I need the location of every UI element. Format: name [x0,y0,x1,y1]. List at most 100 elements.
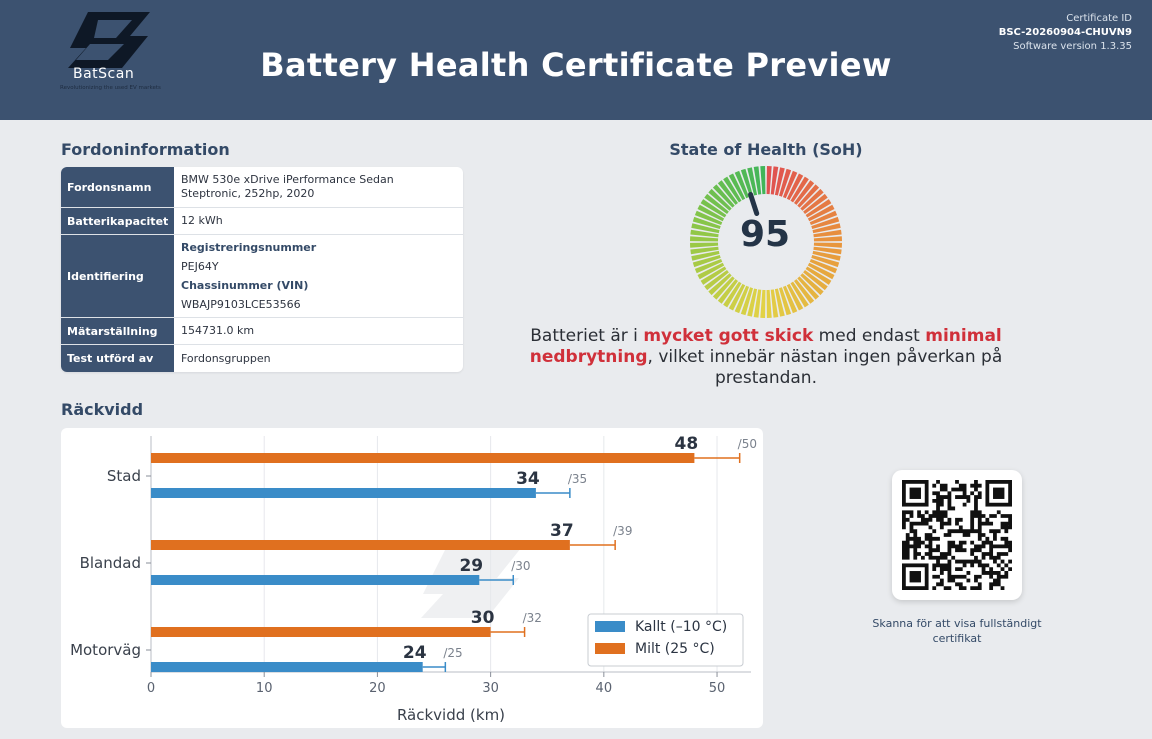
soh-text-part: Batteriet är i [530,326,644,346]
legend-swatch [595,621,625,632]
gauge-segment [813,246,842,255]
gauge-segment [760,166,766,195]
bar [151,453,695,463]
gauge-segment [712,184,735,208]
gauge-segment [692,254,721,268]
x-tick-label: 10 [256,681,273,696]
vin-label: Chassinummer (VIN) [181,278,309,292]
table-row: Fordonsnamn BMW 530e xDrive iPerformance… [61,167,463,208]
gauge-segment [807,204,835,222]
data-label: 34 [516,469,540,489]
vehicle-info-title: Fordoninformation [61,140,230,159]
gauge-segment [692,216,721,230]
gauge-segment [690,246,719,255]
gauge-segment [740,287,754,316]
gauge-segment [740,168,754,197]
gauge-segment [700,266,727,285]
qr-finder-core [909,487,921,499]
soh-title: State of Health (SoH) [669,140,863,159]
gauge-segment [800,273,824,296]
gauge-segment [691,250,720,261]
x-tick-label: 30 [482,681,499,696]
soh-gauge [690,166,842,318]
odometer-value: 154731.0 km [181,324,255,337]
qr-modules [902,480,1012,590]
gauge-segment [753,289,762,318]
gauge-segment [797,276,820,300]
reg-number-label: Registreringsnummer [181,240,317,254]
gauge-segment [691,223,720,234]
soh-text-highlight: mycket gott skick [643,326,814,346]
qr-code-card[interactable] [892,470,1022,600]
gauge-segment [766,289,772,318]
gauge-segment [770,289,779,318]
gauge-segment [747,288,758,317]
data-label: 24 [403,643,427,663]
gauge-segment [813,236,842,242]
gauge-segment [708,273,732,296]
reference-label: /39 [613,524,632,538]
chart-legend: Kallt (–10 °C) Milt (25 °C) [587,613,744,667]
gauge-segment [697,204,725,222]
gauge-segment [717,180,738,205]
qr-caption: Skanna för att visa fullständigt certifi… [872,617,1042,645]
gauge-segment [809,210,838,226]
gauge-segment [805,266,832,285]
reference-label: /50 [738,437,757,451]
certificate-id: BSC-20260904-CHUVN9 [998,27,1132,38]
qr-finder-core [993,487,1005,499]
tested-by-value: Fordonsgruppen [181,351,271,365]
data-label: 30 [471,608,495,628]
data-label: 37 [550,521,574,541]
reg-number-value: PEJ64Y [181,259,219,273]
row-label: Batterikapacitet [61,208,174,234]
gauge-segment [807,262,835,280]
table-row: Identifiering Registreringsnummer PEJ64Y… [61,235,463,318]
reference-label: /32 [523,611,542,625]
range-chart: 0 10 20 30 40 50 Räckvidd (km) Stad 48/50 34/35 Bl… [70,434,757,724]
row-label: Identifiering [61,235,174,317]
bar [151,488,536,498]
batscan-logo-icon [68,12,150,68]
legend-swatch [595,643,625,654]
vin-value: WBAJP9103LCE53566 [181,297,301,311]
certificate-meta: Certificate ID BSC-20260904-CHUVN9 Softw… [999,12,1132,54]
data-label: 29 [459,556,483,576]
gauge-segment [728,173,746,201]
gauge-segment [723,281,742,308]
soh-description: Batteriet är i mycket gott skick med end… [520,326,1012,389]
gauge-segment [700,199,727,218]
gauge-segment [811,216,840,230]
gauge-segment [694,258,723,274]
logo-tagline: Revolutionizing the used EV markets [60,85,161,91]
row-label: Mätarställning [61,318,174,344]
gauge-segment [790,176,809,203]
x-tick-label: 20 [369,681,386,696]
bar [151,627,491,637]
range-title: Räckvidd [61,400,144,419]
reference-label: /30 [511,559,530,573]
gauge-segment [809,258,838,274]
gauge-segment [760,289,766,318]
row-label: Test utförd av [61,345,174,372]
gauge-segment [708,188,732,211]
gauge-segment [697,262,725,280]
qr-code-icon[interactable] [902,480,1012,590]
x-tick-label: 0 [147,681,155,696]
gauge-segment [717,279,738,304]
gauge-segment [778,287,792,316]
gauge-segment [805,199,832,218]
gauge-segment [786,173,804,201]
gauge-segment [728,283,746,311]
gauge-segment [786,283,804,311]
certificate-label: Certificate ID [1066,13,1132,24]
gauge-segment [734,285,750,314]
header-bar: BatScan Revolutionizing the used EV mark… [0,0,1152,120]
logo-name: BatScan [73,66,135,82]
table-row: Test utförd av Fordonsgruppen [61,345,463,372]
reference-label: /35 [568,472,587,486]
gauge-segment [734,170,750,199]
x-tick-label: 50 [709,681,726,696]
data-label: 48 [675,434,699,454]
table-row: Mätarställning 154731.0 km [61,318,463,345]
